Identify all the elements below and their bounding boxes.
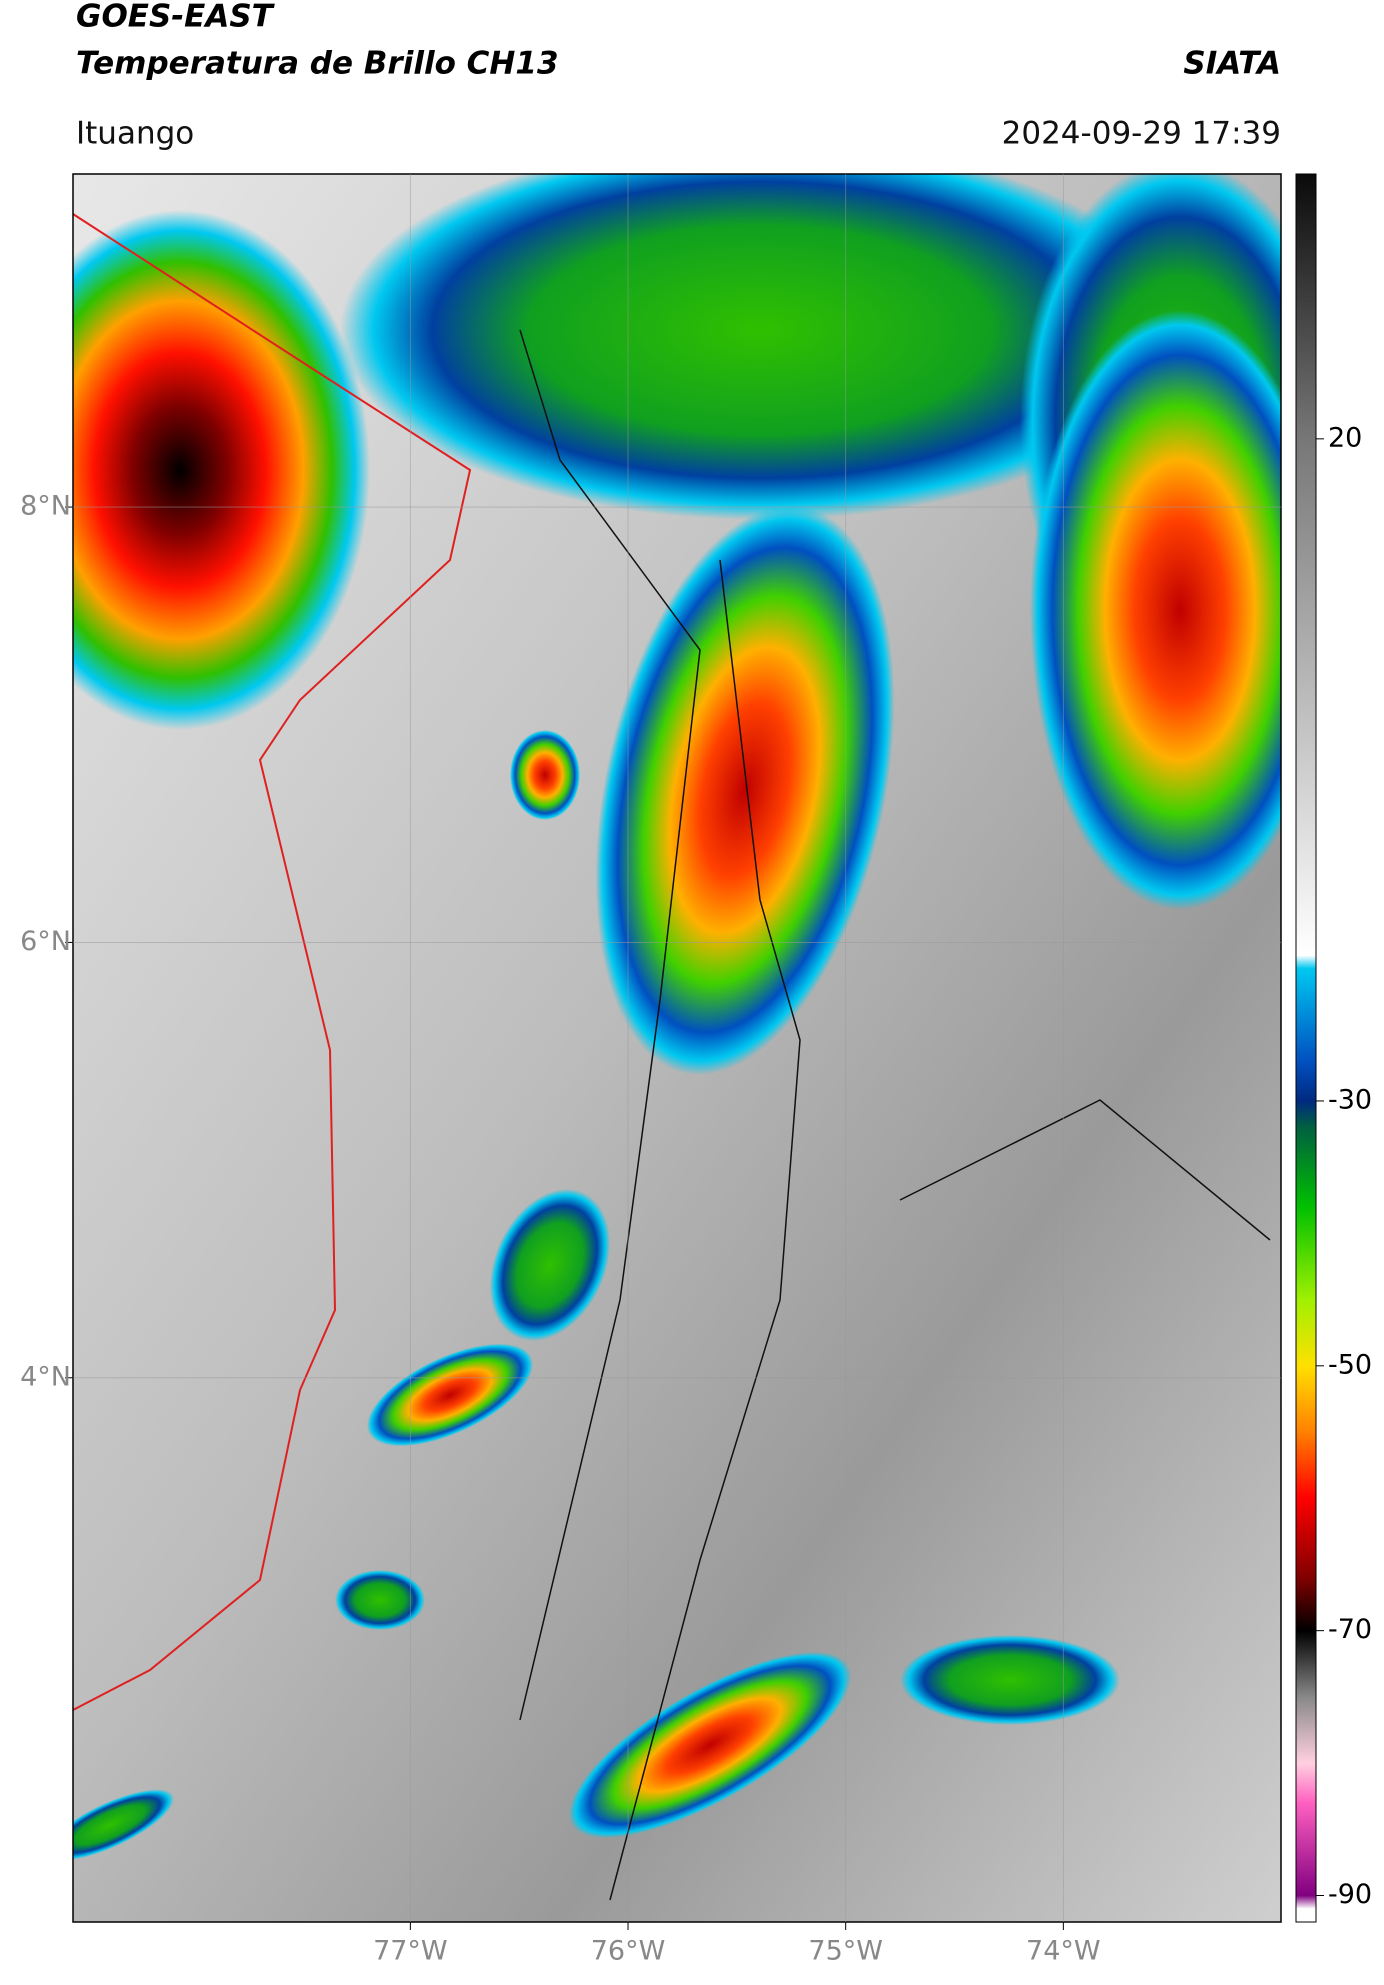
colorbar-tick-label: -90: [1328, 1879, 1372, 1910]
colorbar-tick-label: -50: [1328, 1349, 1372, 1380]
colorbar-tick-label: 20: [1328, 422, 1362, 453]
satellite-image: [73, 174, 1281, 1922]
colorbar: [1295, 173, 1317, 1923]
x-tick-label: 77°W: [373, 1936, 448, 1967]
x-tick-label: 75°W: [808, 1936, 883, 1967]
location: Ituango: [76, 116, 194, 152]
colorbar-tick-label: -70: [1328, 1614, 1372, 1645]
map-frame: [72, 173, 1282, 1923]
colorbar-tick-label: -30: [1328, 1084, 1372, 1115]
y-tick-label: 6°N: [20, 926, 71, 957]
x-tick-label: 76°W: [591, 1936, 666, 1967]
brand: SIATA: [1183, 46, 1281, 82]
title-line-1: GOES-EAST: [76, 0, 276, 35]
timestamp: 2024-09-29 17:39: [1002, 116, 1281, 152]
title-line-2: Temperatura de Brillo CH13: [76, 46, 559, 82]
y-tick-label: 8°N: [20, 491, 71, 522]
x-tick-label: 74°W: [1026, 1936, 1101, 1967]
y-tick-label: 4°N: [20, 1361, 71, 1392]
